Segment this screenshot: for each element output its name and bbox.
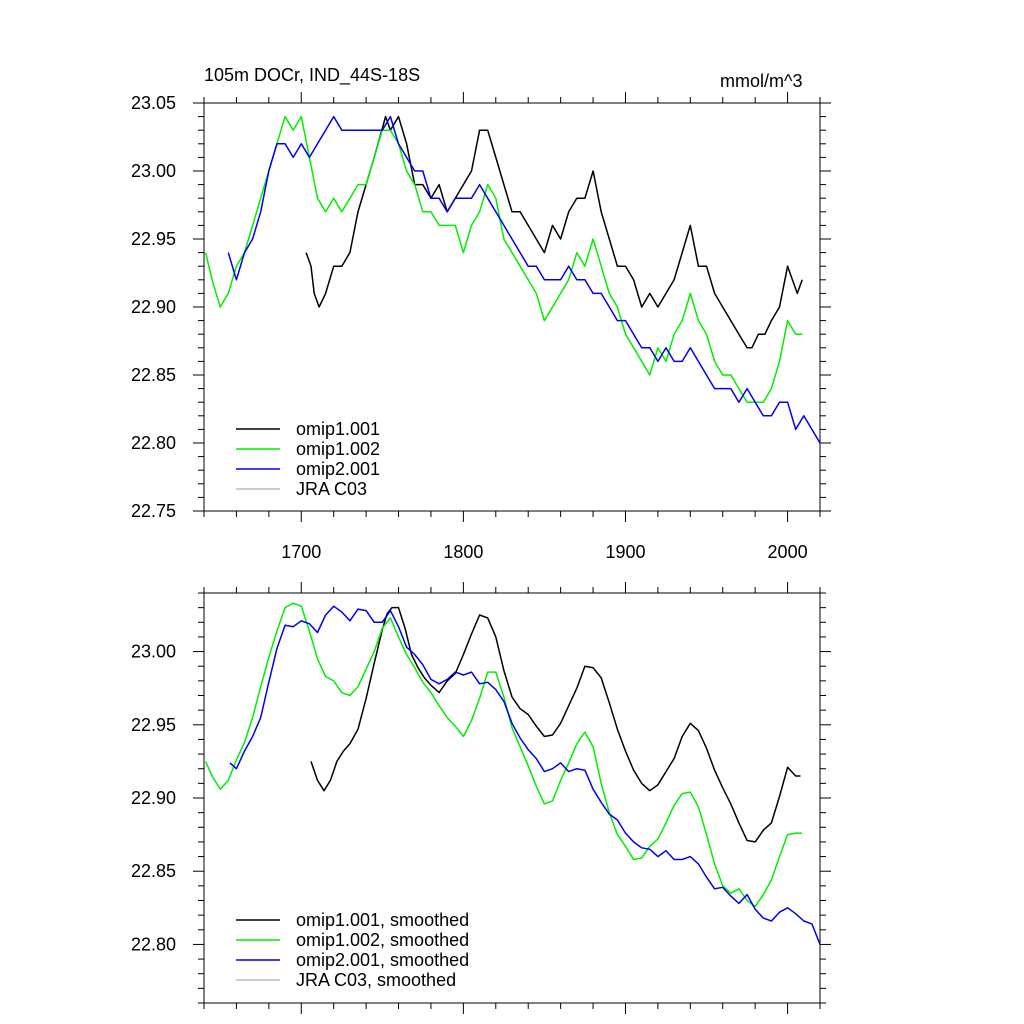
legend-label: omip1.002 bbox=[296, 439, 380, 459]
y-tick-label: 22.95 bbox=[131, 229, 176, 249]
legend-label: omip2.001 bbox=[296, 459, 380, 479]
legend-label: omip1.002, smoothed bbox=[296, 930, 469, 950]
series-line-omip2-001-smoothed bbox=[229, 605, 821, 945]
legend-label: omip1.001, smoothed bbox=[296, 910, 469, 930]
y-tick-label: 22.85 bbox=[131, 861, 176, 881]
y-tick-label: 22.80 bbox=[131, 433, 176, 453]
series-line-omip1-001-smoothed bbox=[310, 606, 801, 843]
x-tick-label: 2000 bbox=[768, 542, 808, 562]
y-tick-label: 23.00 bbox=[131, 642, 176, 662]
series-line-omip1-002 bbox=[204, 115, 803, 403]
series-line-omip2-001 bbox=[227, 115, 821, 444]
y-tick-label: 22.80 bbox=[131, 934, 176, 954]
y-tick-label: 23.05 bbox=[131, 93, 176, 113]
legend-label: omip1.001 bbox=[296, 419, 380, 439]
legend-label: JRA C03 bbox=[296, 479, 367, 499]
legend-label: omip2.001, smoothed bbox=[296, 950, 469, 970]
chart-title: 105m DOCr, IND_44S-18S bbox=[204, 65, 421, 85]
y-tick-label: 22.85 bbox=[131, 365, 176, 385]
x-tick-label: 1700 bbox=[281, 542, 321, 562]
series-line-omip1-002-smoothed bbox=[204, 602, 803, 908]
legend-label: JRA C03, smoothed bbox=[296, 970, 456, 990]
y-tick-label: 22.75 bbox=[131, 501, 176, 521]
series-line-omip1-001 bbox=[305, 115, 803, 349]
y-tick-label: 22.95 bbox=[131, 715, 176, 735]
x-tick-label: 1900 bbox=[605, 542, 645, 562]
y-tick-label: 22.90 bbox=[131, 788, 176, 808]
y-tick-label: 22.90 bbox=[131, 297, 176, 317]
units-label: mmol/m^3 bbox=[720, 71, 803, 91]
y-tick-label: 23.00 bbox=[131, 161, 176, 181]
x-tick-label: 1800 bbox=[443, 542, 483, 562]
